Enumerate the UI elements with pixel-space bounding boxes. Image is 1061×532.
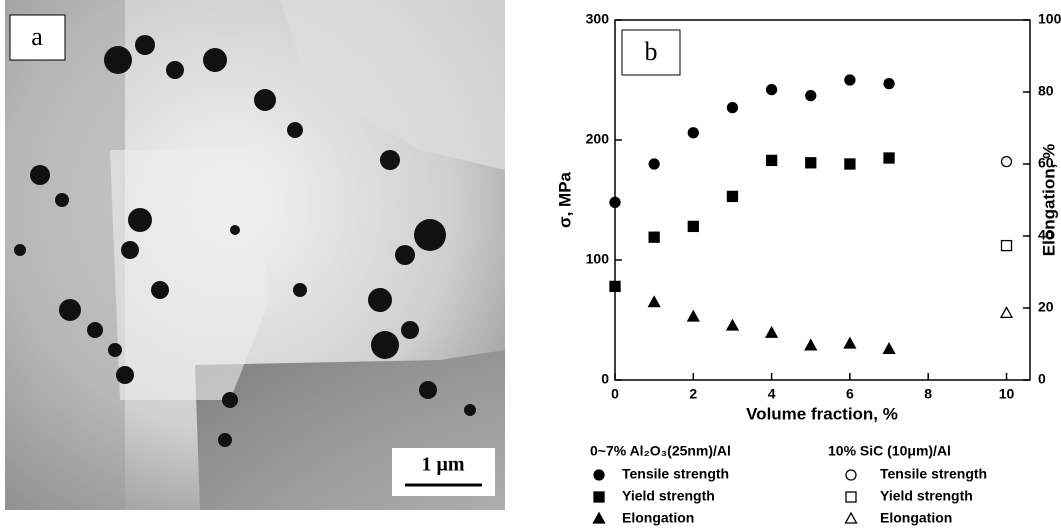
x-tick-label: 6 xyxy=(846,386,854,402)
legend-label: Tensile strength xyxy=(622,466,729,482)
legend-label: Tensile strength xyxy=(880,466,987,482)
y-tick-label: 200 xyxy=(586,131,610,147)
legend-marker xyxy=(845,491,857,503)
point xyxy=(843,336,857,349)
panel-label: b xyxy=(645,37,658,66)
point xyxy=(609,196,621,209)
legend-group-title: 0~7% Al₂O₃(25nm)/Al xyxy=(590,443,731,459)
point xyxy=(1000,155,1013,168)
y2-axis-label: Elongation, % xyxy=(1039,144,1058,256)
point xyxy=(648,158,660,170)
point xyxy=(883,152,895,164)
y-axis-label: σ, MPa xyxy=(555,171,574,228)
point xyxy=(1000,239,1013,252)
x-tick-label: 10 xyxy=(999,386,1015,402)
panel-label-box xyxy=(621,29,681,76)
y-tick-label: 300 xyxy=(586,11,610,27)
x-tick-label: 4 xyxy=(768,386,776,402)
point xyxy=(805,157,817,169)
point xyxy=(765,83,778,96)
legend-label: Yield strength xyxy=(622,488,715,504)
x-tick-label: 2 xyxy=(689,386,697,402)
point xyxy=(725,318,740,331)
point xyxy=(609,280,621,293)
point xyxy=(687,127,699,139)
y2-tick-label: 80 xyxy=(1038,83,1054,99)
legend-label: Elongation xyxy=(880,510,952,526)
y2-tick-label: 60 xyxy=(1038,155,1054,171)
legend-label: Elongation xyxy=(622,510,694,526)
point xyxy=(765,154,778,167)
x-tick-label: 0 xyxy=(611,386,619,402)
y2-tick-label: 40 xyxy=(1038,227,1054,243)
y-tick-label: 100 xyxy=(586,251,610,267)
point xyxy=(647,295,661,308)
point xyxy=(883,77,895,90)
panel-label-box xyxy=(9,14,66,61)
point xyxy=(999,306,1014,319)
point xyxy=(882,342,896,355)
legend-marker xyxy=(592,511,606,524)
point xyxy=(804,338,818,351)
scale-bar-label: 1 μm xyxy=(422,454,465,476)
micrograph xyxy=(5,0,505,510)
y-tick-label: 0 xyxy=(601,371,609,387)
legend-label: Yield strength xyxy=(880,488,973,504)
legend-group-title: 10% SiC (10μm)/Al xyxy=(828,443,951,459)
point xyxy=(686,309,700,322)
x-axis-label: Volume fraction, % xyxy=(746,404,898,423)
point xyxy=(726,101,739,114)
y2-tick-label: 0 xyxy=(1038,371,1046,387)
y2-tick-label: 20 xyxy=(1038,299,1054,315)
legend-marker xyxy=(845,469,857,481)
point xyxy=(844,158,856,170)
point xyxy=(765,325,779,338)
point xyxy=(726,190,739,203)
legend-marker xyxy=(844,511,858,524)
x-tick-label: 8 xyxy=(924,386,932,402)
y2-tick-label: 100 xyxy=(1038,11,1061,27)
point xyxy=(805,89,817,102)
point xyxy=(844,74,856,86)
point xyxy=(648,231,660,243)
scale-bar-box xyxy=(392,448,495,496)
point xyxy=(687,220,699,233)
panel-label: a xyxy=(31,22,43,51)
legend-marker xyxy=(593,469,605,481)
legend-marker xyxy=(593,491,605,503)
